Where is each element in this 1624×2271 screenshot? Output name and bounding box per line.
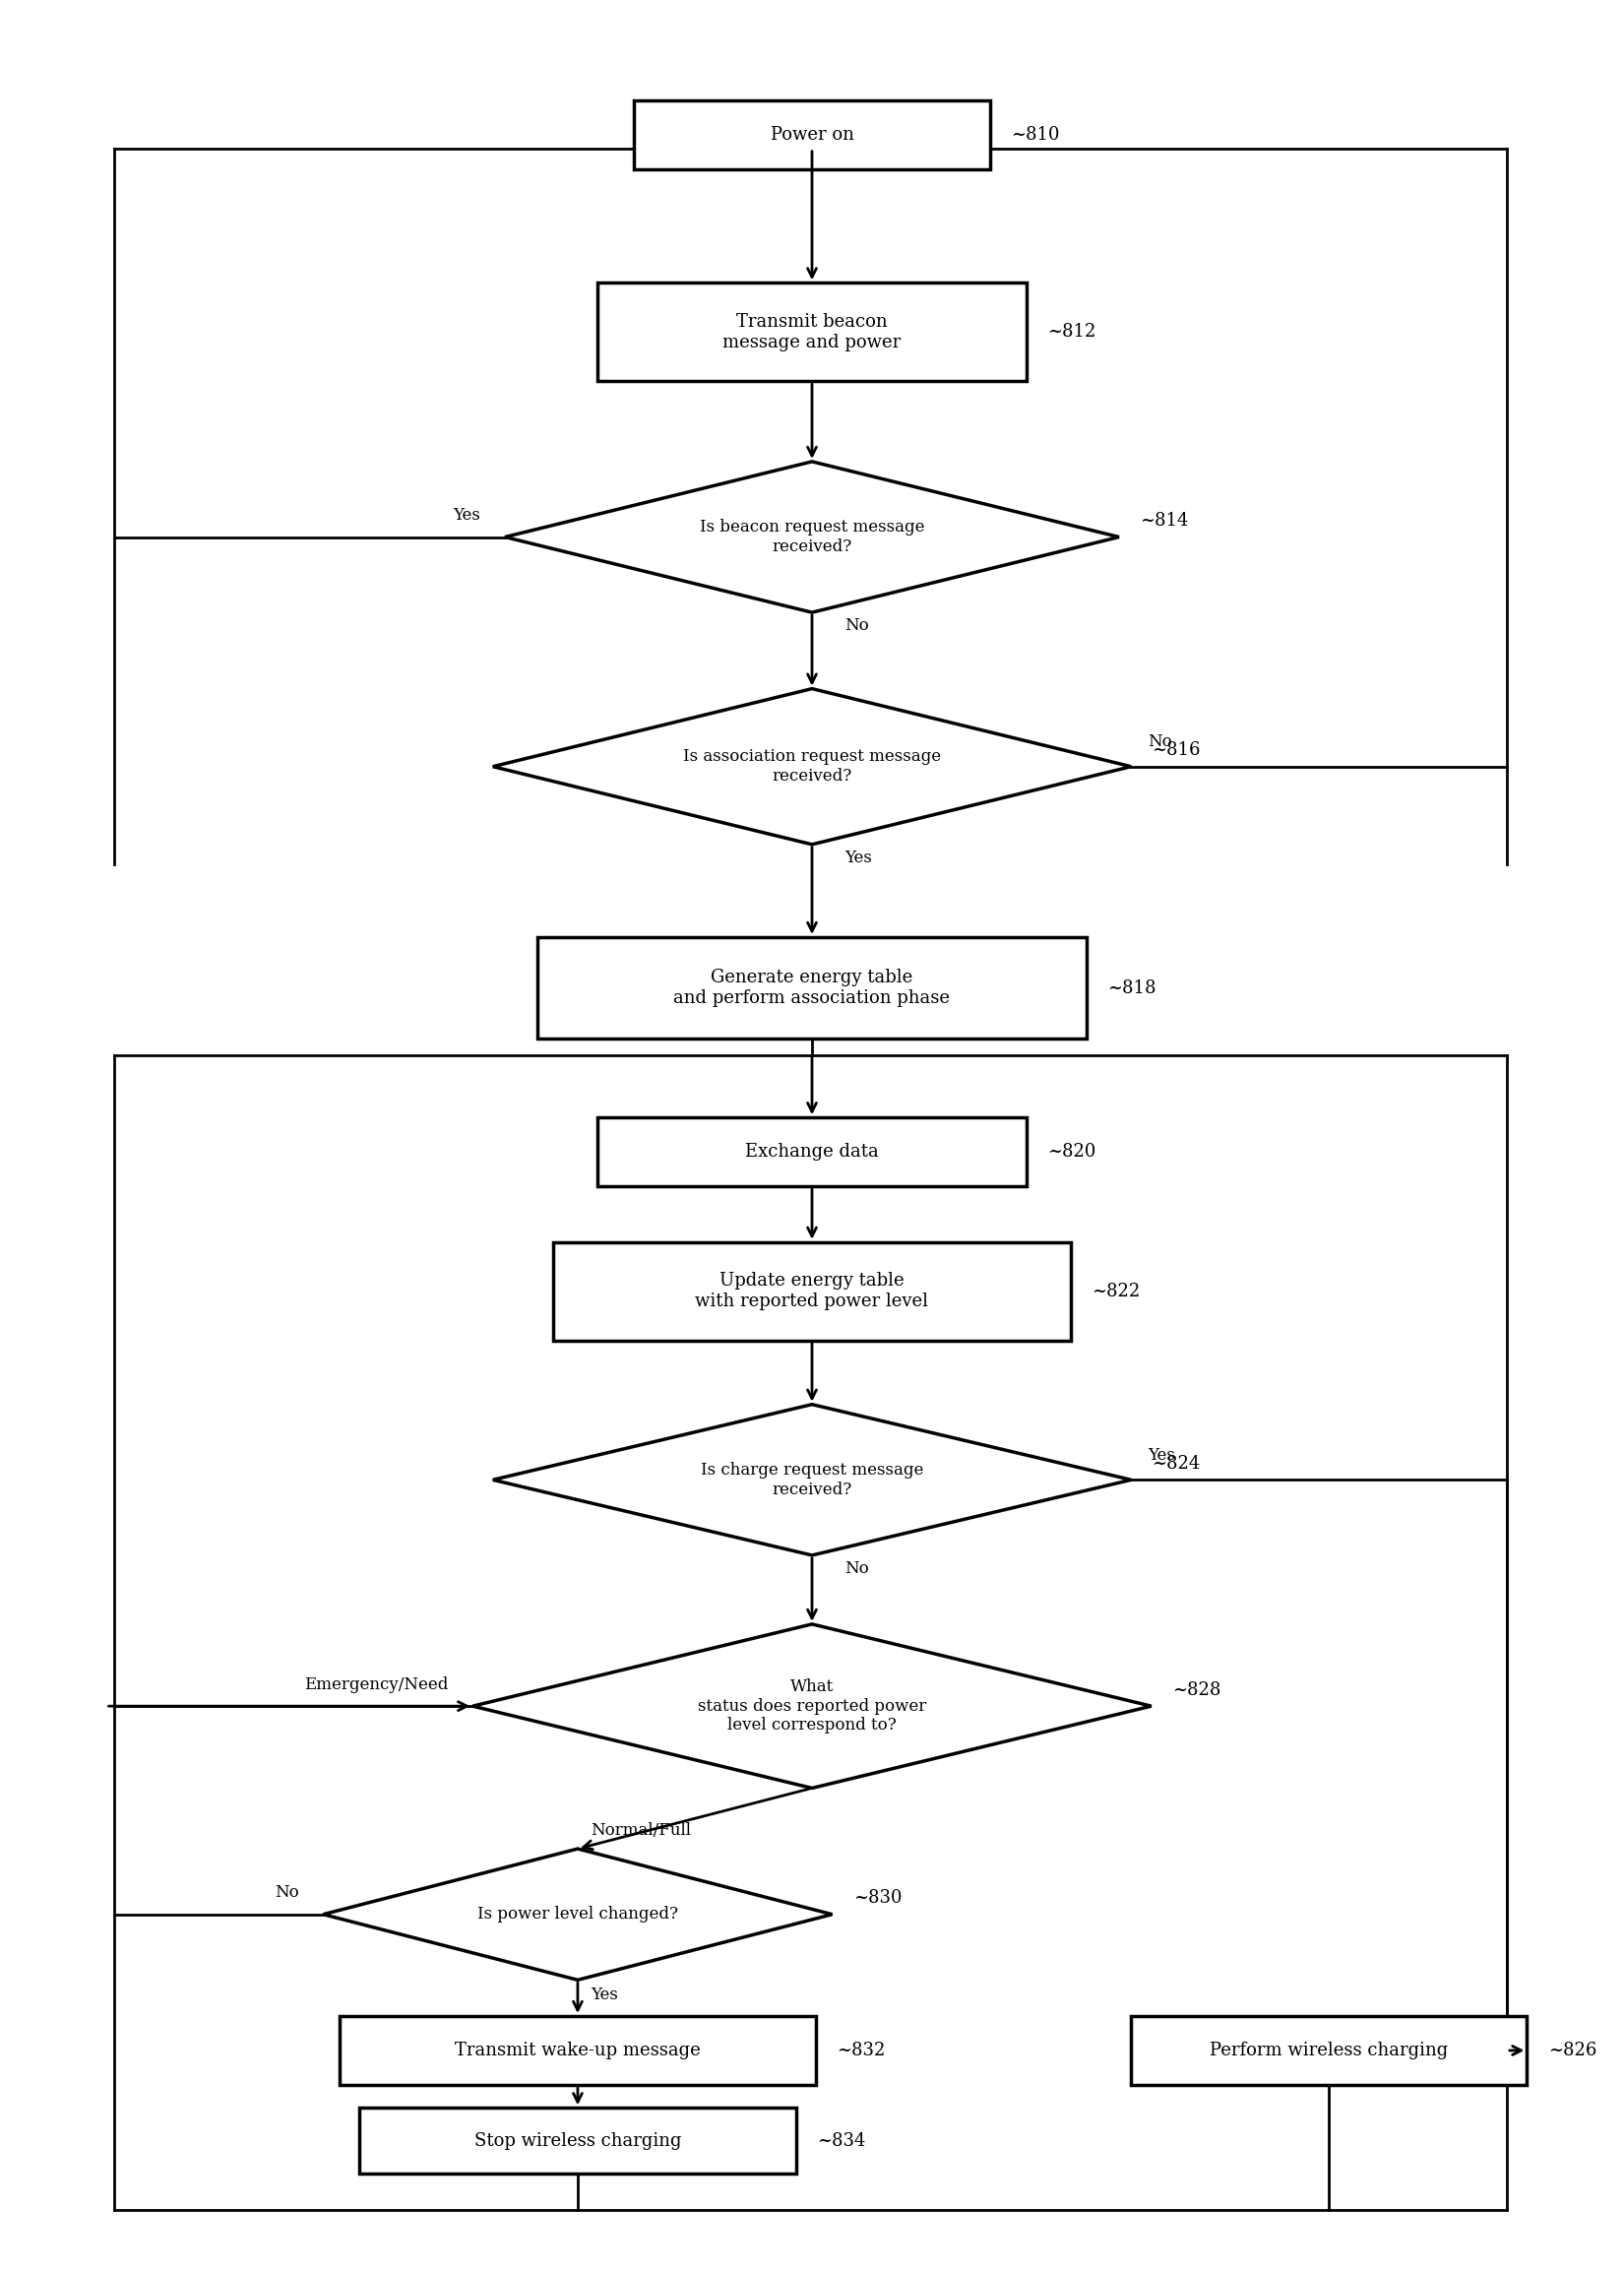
Text: ~824: ~824 [1151, 1456, 1200, 1472]
Text: No: No [274, 1885, 299, 1901]
Text: Exchange data: Exchange data [745, 1142, 879, 1160]
Polygon shape [505, 461, 1119, 613]
Text: ~834: ~834 [817, 2132, 866, 2148]
FancyBboxPatch shape [598, 1117, 1026, 1185]
Text: Is charge request message
received?: Is charge request message received? [700, 1463, 924, 1499]
Text: Normal/Full: Normal/Full [591, 1821, 692, 1840]
Text: No: No [1147, 734, 1171, 749]
Text: ~822: ~822 [1091, 1283, 1140, 1299]
Text: Yes: Yes [1147, 1447, 1174, 1463]
FancyBboxPatch shape [359, 2107, 796, 2173]
FancyBboxPatch shape [538, 938, 1086, 1038]
Text: ~828: ~828 [1173, 1681, 1221, 1699]
Text: ~810: ~810 [1010, 127, 1059, 143]
Text: ~830: ~830 [853, 1889, 901, 1908]
Polygon shape [492, 688, 1132, 845]
Polygon shape [323, 1849, 831, 1980]
FancyBboxPatch shape [635, 100, 989, 170]
Text: ~818: ~818 [1108, 979, 1156, 997]
Text: No: No [844, 618, 869, 634]
Polygon shape [473, 1624, 1151, 1787]
Text: Perform wireless charging: Perform wireless charging [1210, 2042, 1449, 2060]
Text: ~820: ~820 [1047, 1142, 1096, 1160]
Text: Generate energy table
and perform association phase: Generate energy table and perform associ… [674, 970, 950, 1006]
Text: ~814: ~814 [1140, 511, 1189, 529]
Polygon shape [492, 1403, 1132, 1556]
Text: Yes: Yes [453, 506, 481, 525]
FancyBboxPatch shape [554, 1242, 1070, 1340]
Text: Yes: Yes [844, 849, 872, 865]
Text: Transmit wake-up message: Transmit wake-up message [455, 2042, 700, 2060]
Text: What
status does reported power
level correspond to?: What status does reported power level co… [698, 1678, 926, 1733]
Text: Update energy table
with reported power level: Update energy table with reported power … [695, 1272, 929, 1310]
Text: Is association request message
received?: Is association request message received? [684, 749, 940, 783]
FancyBboxPatch shape [1132, 2017, 1527, 2085]
Text: ~832: ~832 [836, 2042, 885, 2060]
Text: ~812: ~812 [1047, 322, 1096, 341]
FancyBboxPatch shape [598, 284, 1026, 382]
Text: Stop wireless charging: Stop wireless charging [474, 2132, 682, 2148]
Text: Transmit beacon
message and power: Transmit beacon message and power [723, 313, 901, 352]
Text: Power on: Power on [770, 127, 854, 143]
Text: Emergency/Need: Emergency/Need [304, 1676, 448, 1692]
Text: Is power level changed?: Is power level changed? [477, 1905, 679, 1924]
Text: ~816: ~816 [1151, 740, 1200, 759]
Text: Yes: Yes [591, 1987, 619, 2003]
Text: Is beacon request message
received?: Is beacon request message received? [700, 520, 924, 554]
Text: No: No [844, 1560, 869, 1576]
FancyBboxPatch shape [339, 2017, 815, 2085]
Text: ~826: ~826 [1548, 2042, 1596, 2060]
